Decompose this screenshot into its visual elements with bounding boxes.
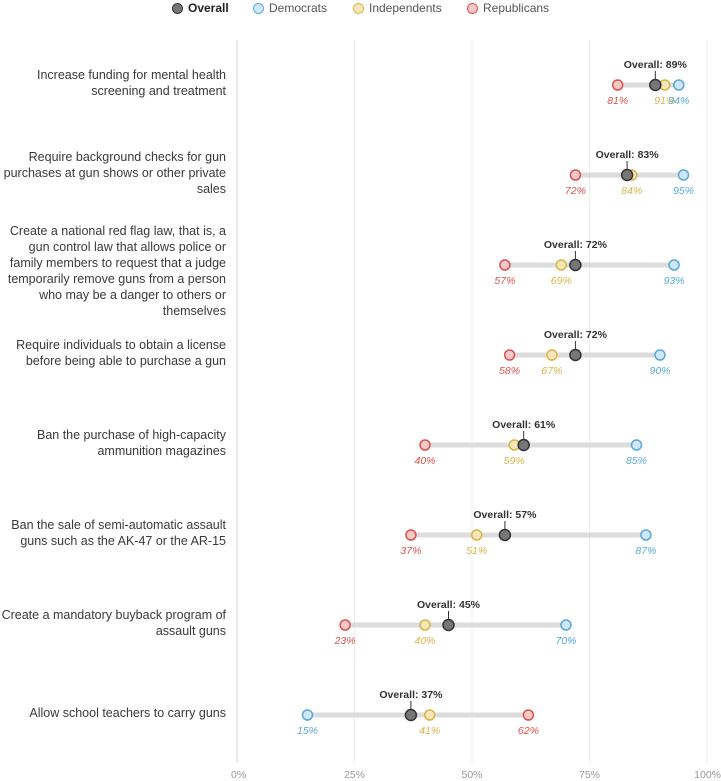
legend-item-republicans: Republicans bbox=[467, 1, 549, 15]
value-label-ind: 59% bbox=[504, 455, 525, 467]
x-tick-label: 50% bbox=[461, 769, 482, 781]
value-label-dem: 15% bbox=[297, 725, 318, 737]
overall-label: Overall: 61% bbox=[492, 419, 556, 431]
row-label-teachers-carry: Allow school teachers to carry guns bbox=[29, 706, 226, 720]
point-overall bbox=[569, 258, 582, 272]
row-label-assault-gun-ban: Ban the sale of semi-automatic assault g… bbox=[11, 518, 226, 548]
value-label-rep: 37% bbox=[400, 545, 421, 557]
value-label-ind: 67% bbox=[541, 365, 562, 377]
overall-label: Overall: 83% bbox=[596, 149, 660, 161]
value-label-dem: 85% bbox=[626, 455, 647, 467]
overall-label: Overall: 45% bbox=[417, 599, 481, 611]
point-dem bbox=[668, 259, 680, 271]
value-label-rep: 57% bbox=[494, 275, 515, 287]
point-dem bbox=[673, 79, 685, 91]
row-label-license: Require individuals to obtain a license … bbox=[16, 338, 226, 368]
point-overall bbox=[404, 708, 418, 722]
chart-legend: Overall Democrats Independents Republica… bbox=[0, 0, 721, 18]
point-ind bbox=[546, 349, 558, 361]
value-label-rep: 81% bbox=[607, 95, 628, 107]
point-overall bbox=[620, 168, 634, 182]
row-label-buyback: Create a mandatory buyback program of as… bbox=[1, 608, 226, 638]
value-label-ind: 91% bbox=[654, 95, 675, 107]
value-label-ind: 69% bbox=[551, 275, 572, 287]
x-tick-label: 75% bbox=[579, 769, 600, 781]
value-label-dem: 70% bbox=[555, 635, 576, 647]
legend-marker-republicans bbox=[467, 2, 478, 14]
point-overall bbox=[442, 618, 455, 632]
point-dem bbox=[654, 349, 666, 361]
x-tick-label: 25% bbox=[344, 769, 365, 781]
overall-label: Overall: 89% bbox=[624, 59, 688, 71]
legend-item-independents: Independents bbox=[353, 1, 442, 15]
point-dem bbox=[560, 619, 572, 631]
point-ind bbox=[423, 709, 436, 721]
point-rep bbox=[419, 439, 431, 451]
value-label-dem: 93% bbox=[664, 275, 685, 287]
value-label-rep: 58% bbox=[499, 365, 520, 377]
value-label-rep: 40% bbox=[414, 455, 435, 467]
point-overall bbox=[517, 438, 530, 452]
value-label-dem: 90% bbox=[649, 365, 670, 377]
value-label-ind: 41% bbox=[419, 725, 440, 737]
value-label-dem: 94% bbox=[668, 95, 689, 107]
point-dem bbox=[640, 529, 652, 541]
legend-label-democrats: Democrats bbox=[269, 1, 328, 15]
legend-label-overall: Overall bbox=[188, 1, 229, 15]
point-rep bbox=[611, 79, 624, 91]
value-label-dem: 87% bbox=[635, 545, 656, 557]
value-label-rep: 23% bbox=[334, 635, 356, 647]
legend-marker-independents bbox=[353, 2, 364, 14]
point-ind bbox=[555, 259, 568, 271]
point-rep bbox=[522, 709, 535, 721]
legend-marker-overall bbox=[172, 2, 183, 14]
row-label-red-flag-law: Create a national red flag law, that is,… bbox=[7, 224, 226, 318]
overall-label: Overall: 57% bbox=[473, 509, 537, 521]
value-label-rep: 62% bbox=[518, 725, 539, 737]
point-dem bbox=[630, 439, 643, 451]
overall-label: Overall: 37% bbox=[379, 689, 443, 701]
value-label-ind: 84% bbox=[621, 185, 642, 197]
value-label-ind: 51% bbox=[466, 545, 487, 557]
row-label-background-checks: Require background checks for gun purcha… bbox=[3, 150, 226, 196]
legend-label-republicans: Republicans bbox=[483, 1, 550, 15]
value-label-dem: 95% bbox=[673, 185, 694, 197]
row-label-high-capacity-magazines: Ban the purchase of high-capacity ammuni… bbox=[36, 428, 226, 458]
overall-label: Overall: 72% bbox=[544, 239, 608, 251]
point-ind bbox=[419, 619, 431, 631]
point-rep bbox=[499, 259, 511, 271]
value-label-ind: 40% bbox=[414, 635, 435, 647]
value-label-rep: 72% bbox=[565, 185, 586, 197]
point-rep bbox=[405, 529, 417, 541]
legend-marker-democrats bbox=[253, 2, 264, 14]
point-overall bbox=[569, 348, 582, 362]
legend-item-overall: Overall bbox=[172, 1, 229, 15]
point-rep bbox=[569, 169, 582, 181]
point-dem bbox=[301, 709, 314, 721]
point-overall bbox=[649, 78, 662, 92]
legend-label-independents: Independents bbox=[369, 1, 442, 15]
point-rep bbox=[503, 349, 516, 361]
x-tick-label: 0% bbox=[231, 769, 246, 781]
point-ind bbox=[470, 529, 483, 541]
point-overall bbox=[498, 528, 512, 542]
point-dem bbox=[677, 169, 690, 181]
legend-item-democrats: Democrats bbox=[253, 1, 327, 15]
row-label-mental-health: Increase funding for mental health scree… bbox=[36, 68, 226, 98]
x-tick-label: 100% bbox=[694, 769, 721, 781]
point-rep bbox=[339, 619, 351, 631]
overall-label: Overall: 72% bbox=[544, 329, 608, 341]
